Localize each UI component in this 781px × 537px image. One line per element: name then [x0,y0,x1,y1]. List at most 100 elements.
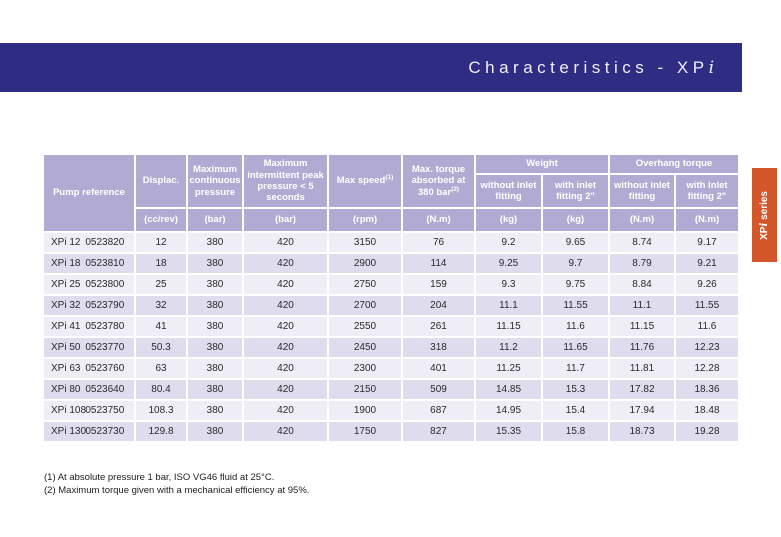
max-continuous-pressure-cell: 380 [186,378,244,401]
pump-name: XPi 108 [51,405,87,416]
series-tab-suffix: series [759,190,770,223]
characteristics-table: Pump reference Displac. Maximum continuo… [42,153,741,443]
max-torque-cell: 401 [401,357,476,380]
pump-code: 0523800 [85,279,125,290]
overhang-without-fitting-cell: 8.74 [608,231,676,254]
max-speed-cell: 1750 [327,420,403,443]
max-intermittent-pressure-cell: 420 [242,336,329,359]
displacement-cell: 18 [134,252,188,275]
col-header-overhang-without-fitting: without inlet fitting [608,173,676,209]
table-row: XPi 63 0523760 63 380 420 2300 401 11.25 … [42,357,741,380]
displacement-cell: 80.4 [134,378,188,401]
max-speed-cell: 2700 [327,294,403,317]
pump-name: XPi 130 [51,426,87,437]
pump-name: XPi 41 [51,321,81,332]
weight-without-fitting-cell: 11.25 [474,357,543,380]
series-side-tab-label: XPi series [759,191,770,240]
pump-code: 0523760 [85,363,125,374]
max-intermittent-pressure-cell: 420 [242,399,329,422]
footnote-2: (2) Maximum torque given with a mechanic… [44,485,310,496]
overhang-with-fitting-cell: 12.28 [673,357,741,380]
footnote-1: (1) At absolute pressure 1 bar, ISO VG46… [44,472,275,483]
max-speed-cell: 2150 [327,378,403,401]
page-title-script-i: i [708,57,714,78]
weight-without-fitting-cell: 11.15 [474,315,543,338]
col-group-overhang-torque: Overhang torque [607,153,741,175]
page-title-text: Characteristics - XP [468,57,709,77]
max-speed-cell: 2900 [327,252,403,275]
max-torque-cell: 509 [401,378,476,401]
pump-code: 0523770 [85,342,125,353]
max-torque-cell: 159 [401,273,476,296]
weight-with-fitting-cell: 15.3 [541,378,610,401]
max-torque-cell: 687 [401,399,476,422]
weight-without-fitting-cell: 9.25 [474,252,543,275]
max-continuous-pressure-cell: 380 [186,336,244,359]
pump-code: 0523640 [85,384,125,395]
displacement-cell: 129.8 [134,420,188,443]
series-side-tab: XPi series [752,168,777,262]
pump-code: 0523730 [85,426,125,437]
table-row: XPi 12 0523820 12 380 420 3150 76 9.2 9.6… [42,231,741,254]
pump-code: 0523780 [85,321,125,332]
overhang-without-fitting-cell: 8.84 [608,273,676,296]
weight-without-fitting-cell: 15.35 [474,420,543,443]
max-continuous-pressure-cell: 380 [186,273,244,296]
overhang-with-fitting-cell: 9.26 [673,273,741,296]
max-torque-cell: 827 [401,420,476,443]
weight-without-fitting-cell: 9.2 [474,231,543,254]
max-speed-cell: 2750 [327,273,403,296]
pump-code: 0523810 [85,258,125,269]
pump-reference-cell: XPi 12 0523820 [42,231,136,254]
pump-reference-cell: XPi 18 0523810 [42,252,136,275]
unit-overhang-without: (N.m) [608,207,676,233]
weight-with-fitting-cell: 11.55 [541,294,610,317]
max-continuous-pressure-cell: 380 [186,315,244,338]
pump-reference-cell: XPi 32 0523790 [42,294,136,317]
pump-reference-cell: XPi 80 0523640 [42,378,136,401]
unit-continuous-pressure: (bar) [186,207,244,233]
unit-overhang-with: (N.m) [673,207,741,233]
col-header-displacement: Displac. [134,153,188,209]
pump-name: XPi 32 [51,300,81,311]
max-speed-cell: 1900 [327,399,403,422]
table-row: XPi 50 0523770 50.3 380 420 2450 318 11.2… [42,336,741,359]
characteristics-table-body: XPi 12 0523820 12 380 420 3150 76 9.2 9.6… [42,231,741,443]
max-torque-cell: 114 [401,252,476,275]
table-row: XPi 1300523730 129.8 380 420 1750 827 15… [42,420,741,443]
overhang-without-fitting-cell: 11.76 [608,336,676,359]
title-banner: Characteristics - XPi [0,43,742,92]
weight-with-fitting-cell: 15.4 [541,399,610,422]
overhang-without-fitting-cell: 8.79 [608,252,676,275]
overhang-without-fitting-cell: 17.82 [608,378,676,401]
table-row: XPi 41 0523780 41 380 420 2550 261 11.15 … [42,315,741,338]
max-continuous-pressure-cell: 380 [186,252,244,275]
col-header-max-speed: Max speed(1) [327,153,403,209]
series-tab-prefix: XP [759,226,770,240]
footnote-ref-2-marker: (2) [451,185,460,193]
pump-name: XPi 12 [51,237,81,248]
col-header-max-torque: Max. torque absorbed at 380 bar(2) [401,153,476,209]
max-continuous-pressure-cell: 380 [186,399,244,422]
max-intermittent-pressure-cell: 420 [242,420,329,443]
overhang-without-fitting-cell: 11.15 [608,315,676,338]
pump-name: XPi 80 [51,384,81,395]
displacement-cell: 41 [134,315,188,338]
overhang-with-fitting-cell: 19.28 [673,420,741,443]
pump-name: XPi 25 [51,279,81,290]
table-row: XPi 25 0523800 25 380 420 2750 159 9.3 9.… [42,273,741,296]
pump-name: XPi 18 [51,258,81,269]
table-row: XPi 32 0523790 32 380 420 2700 204 11.1 1… [42,294,741,317]
weight-with-fitting-cell: 11.65 [541,336,610,359]
col-header-max-intermittent-pressure: Maximum intermittent peak pressure < 5 s… [242,153,329,209]
table-row: XPi 18 0523810 18 380 420 2900 114 9.25 9… [42,252,741,275]
pump-code: 0523820 [85,237,125,248]
displacement-cell: 25 [134,273,188,296]
pump-reference-cell: XPi 1080523750 [42,399,136,422]
overhang-with-fitting-cell: 18.48 [673,399,741,422]
displacement-cell: 12 [134,231,188,254]
weight-without-fitting-cell: 14.85 [474,378,543,401]
overhang-without-fitting-cell: 18.73 [608,420,676,443]
max-torque-cell: 261 [401,315,476,338]
max-speed-cell: 2450 [327,336,403,359]
